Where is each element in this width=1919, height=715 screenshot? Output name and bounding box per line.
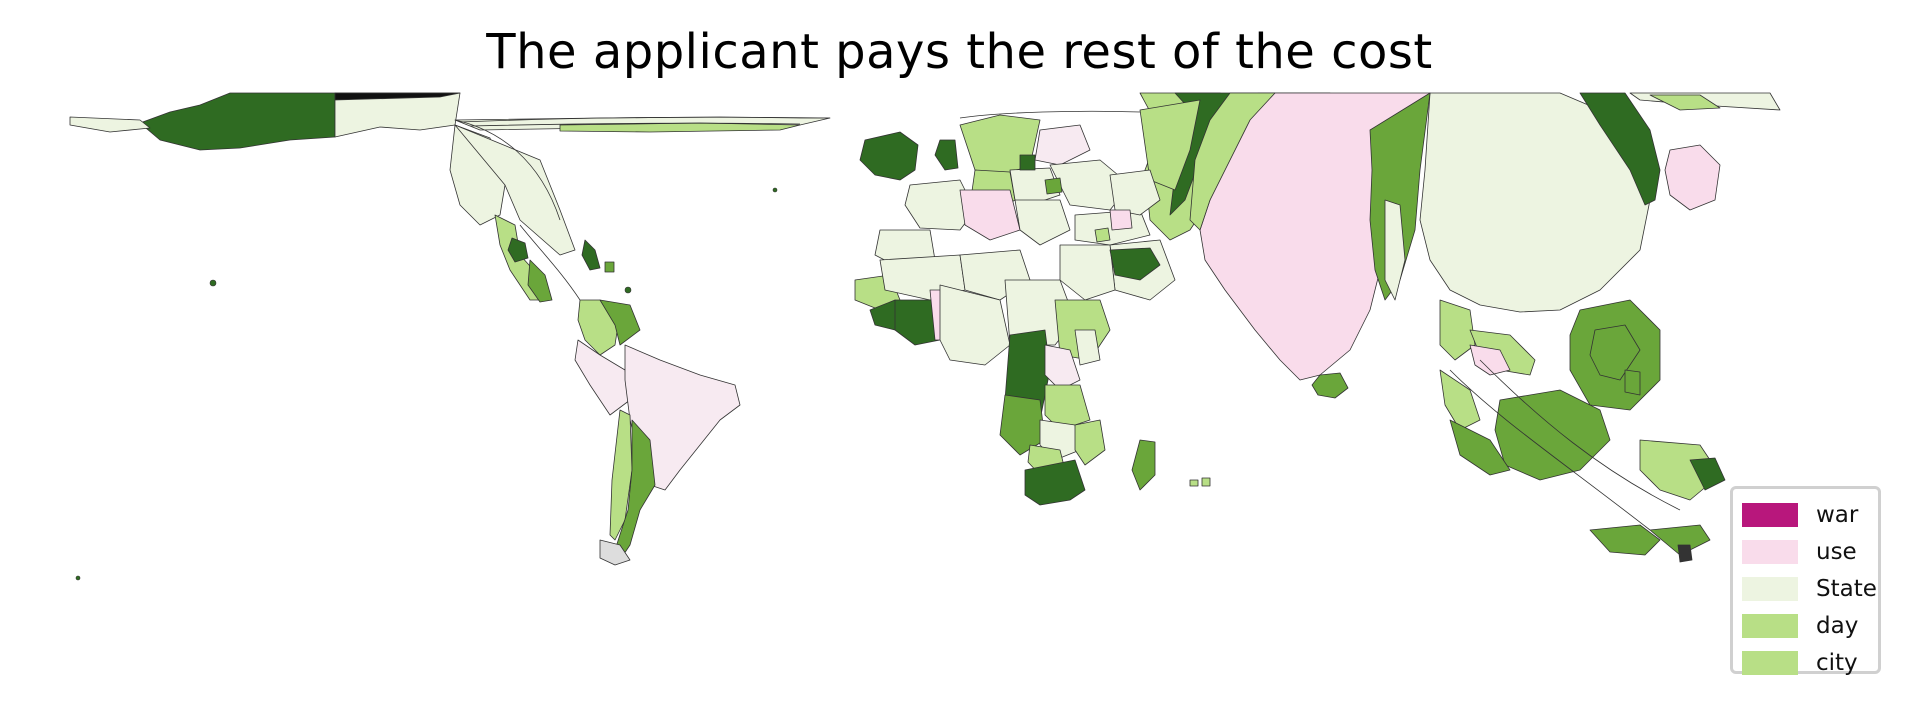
region-madagascar bbox=[1131, 439, 1156, 491]
region-philippines-inner bbox=[1589, 324, 1641, 381]
island-pacific-1 bbox=[209, 279, 217, 287]
region-cambodia-pink bbox=[1469, 344, 1511, 376]
legend-swatch-war bbox=[1742, 502, 1798, 527]
region-south-africa bbox=[1024, 459, 1086, 506]
region-chile bbox=[609, 409, 633, 541]
region-usa-east bbox=[454, 124, 576, 256]
region-uk bbox=[859, 131, 919, 181]
region-nigeria bbox=[894, 299, 941, 346]
region-russia-central bbox=[1139, 99, 1201, 191]
region-mongolia-strip bbox=[1579, 92, 1661, 206]
legend-label: use bbox=[1816, 538, 1857, 565]
region-pakistan bbox=[1189, 92, 1276, 231]
island-pacific-2 bbox=[75, 575, 81, 581]
region-yemen bbox=[1109, 247, 1161, 281]
region-malaysia bbox=[1439, 369, 1481, 431]
region-small-island-2 bbox=[1201, 477, 1211, 487]
region-patagonia bbox=[599, 539, 631, 566]
legend-swatch-day bbox=[1742, 613, 1798, 638]
legend-swatch-city bbox=[1742, 650, 1798, 675]
island-atlantic-1 bbox=[772, 187, 778, 193]
region-finland bbox=[1034, 124, 1091, 166]
region-russia-east bbox=[1649, 94, 1721, 111]
region-ecuador-peru bbox=[574, 339, 631, 416]
legend-item-state: State bbox=[1742, 570, 1878, 607]
region-thailand bbox=[1439, 299, 1476, 361]
region-australia-e bbox=[1649, 524, 1711, 556]
coast-canada-1 bbox=[459, 116, 831, 123]
legend-label: day bbox=[1816, 612, 1859, 639]
coast-russia-1 bbox=[959, 110, 1141, 119]
region-norway-dark bbox=[934, 139, 959, 171]
region-png bbox=[1639, 439, 1721, 501]
region-kenya bbox=[1074, 329, 1101, 366]
legend-item-day: day bbox=[1742, 607, 1878, 644]
legend-swatch-state bbox=[1742, 576, 1798, 601]
region-mozambique bbox=[1074, 419, 1106, 466]
region-png-dark bbox=[1689, 457, 1726, 491]
region-arctic-dark bbox=[334, 92, 461, 101]
region-caribbean bbox=[604, 261, 615, 273]
legend-label: city bbox=[1816, 649, 1858, 676]
region-alaska bbox=[139, 92, 336, 151]
coast-central-1 bbox=[519, 224, 581, 301]
region-italy bbox=[959, 189, 1021, 241]
island-caribbean-1 bbox=[624, 286, 632, 294]
region-saudi bbox=[1059, 244, 1116, 301]
region-guatemala bbox=[507, 237, 529, 263]
region-small-eu-2 bbox=[1044, 177, 1063, 195]
region-arctic-strip bbox=[69, 116, 151, 133]
legend-item-city: city bbox=[1742, 644, 1878, 681]
coast-canada-2 bbox=[469, 122, 801, 127]
region-indonesia bbox=[1494, 389, 1611, 481]
region-chad bbox=[939, 284, 1011, 366]
region-indonesia-west bbox=[1449, 419, 1511, 476]
legend-swatch-use bbox=[1742, 539, 1798, 564]
map-title: The applicant pays the rest of the cost bbox=[486, 24, 1433, 80]
region-pink-small bbox=[1109, 209, 1133, 231]
region-korea-japan bbox=[1664, 144, 1721, 211]
region-sri-lanka bbox=[1311, 372, 1349, 399]
coast-canada-3 bbox=[454, 119, 561, 221]
region-central-america bbox=[527, 259, 553, 303]
region-cuba bbox=[581, 239, 601, 271]
legend-item-use: use bbox=[1742, 533, 1878, 570]
legend-label: State bbox=[1816, 575, 1877, 602]
region-green-small bbox=[1094, 227, 1111, 243]
region-canada-strip-2 bbox=[559, 122, 801, 133]
region-venezuela bbox=[599, 299, 641, 346]
region-france bbox=[904, 179, 976, 231]
coast-sea-1 bbox=[1449, 369, 1651, 531]
region-nz bbox=[1677, 544, 1693, 563]
map-legend: war use State day city bbox=[1730, 486, 1881, 676]
region-balkans bbox=[1014, 199, 1071, 246]
region-myanmar bbox=[1384, 199, 1406, 301]
region-taiwan bbox=[1624, 369, 1641, 396]
region-small-island-1 bbox=[1189, 479, 1199, 487]
legend-label: war bbox=[1816, 501, 1859, 528]
region-kazakh bbox=[1109, 169, 1161, 216]
legend-item-war: war bbox=[1742, 496, 1878, 533]
coast-sea-2 bbox=[1479, 359, 1681, 511]
region-small-eu-1 bbox=[1019, 154, 1036, 171]
region-australia bbox=[1589, 524, 1661, 556]
